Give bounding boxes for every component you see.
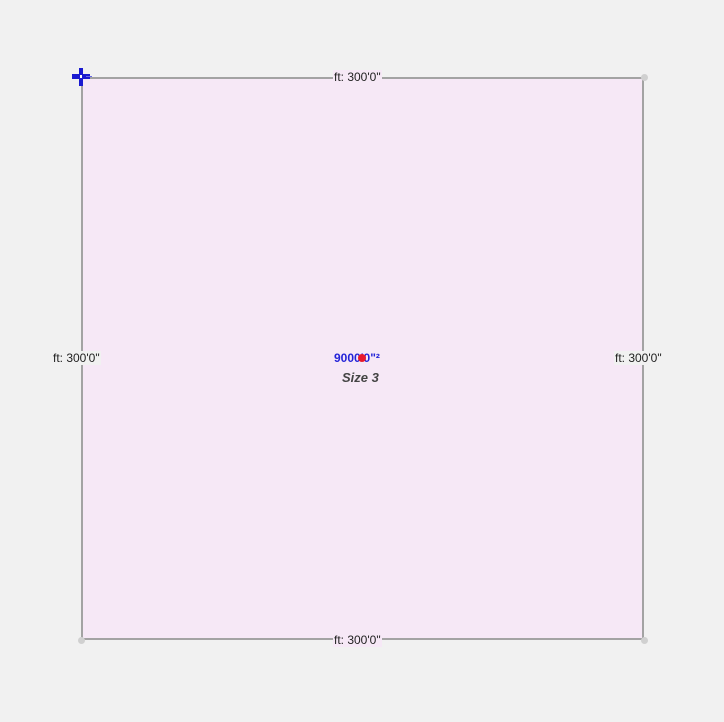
corner-handle-top-right[interactable] bbox=[641, 74, 648, 81]
dimension-label-left: ft: 300'0" bbox=[52, 351, 101, 365]
room-name-label: Size 3 bbox=[342, 370, 379, 385]
corner-handle-bottom-right[interactable] bbox=[641, 637, 648, 644]
dimension-label-bottom: ft: 300'0" bbox=[333, 633, 382, 647]
dimension-label-top: ft: 300'0" bbox=[333, 70, 382, 84]
corner-handle-bottom-left[interactable] bbox=[78, 637, 85, 644]
move-cross-icon bbox=[72, 68, 92, 86]
move-handle-icon[interactable] bbox=[72, 68, 92, 86]
dimension-label-right: ft: 300'0" bbox=[614, 351, 663, 365]
room-center-point[interactable] bbox=[358, 354, 366, 362]
room-area-label: 9000'0"² bbox=[334, 351, 380, 365]
